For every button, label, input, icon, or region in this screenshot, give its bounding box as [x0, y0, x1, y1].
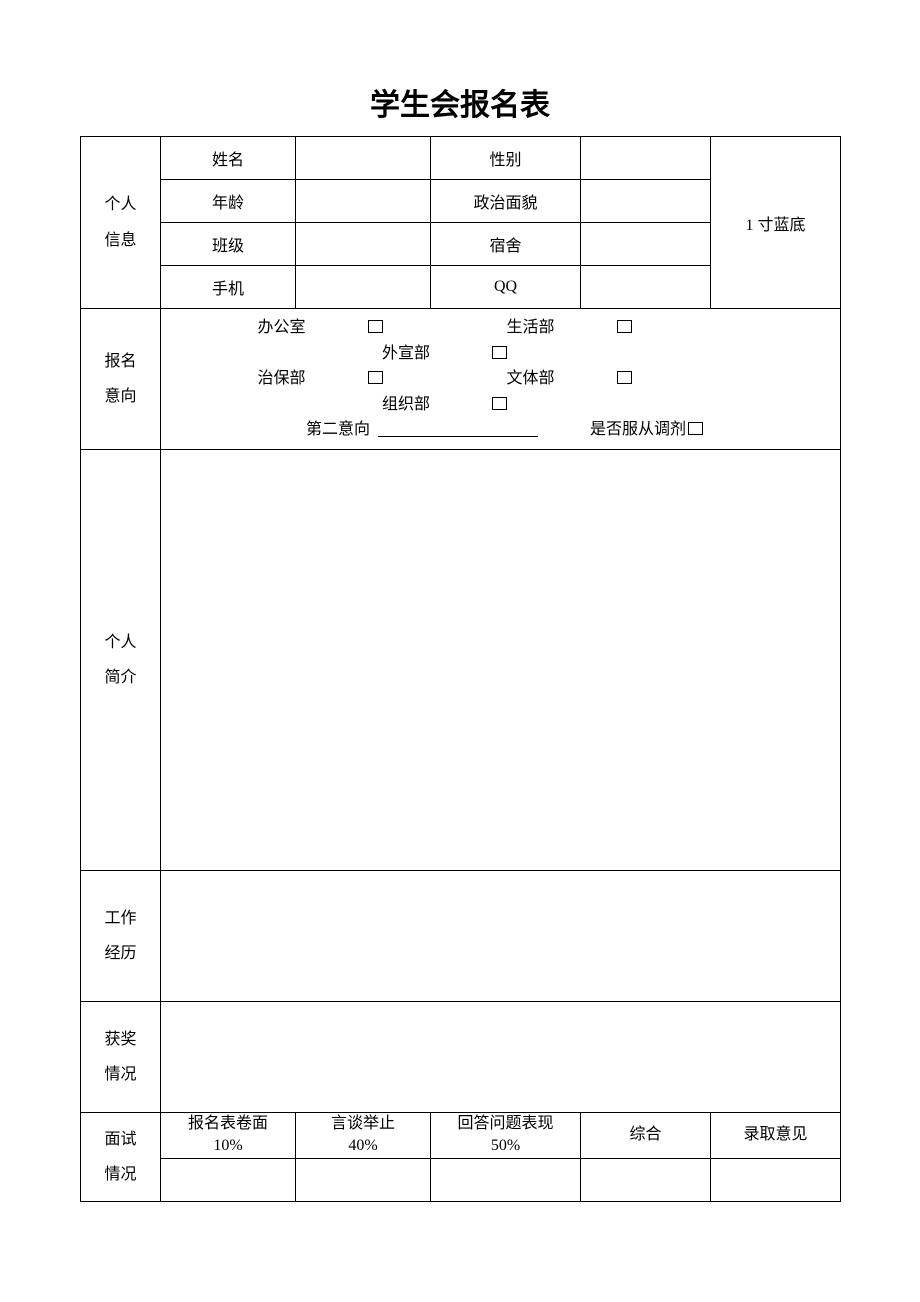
checkbox-security[interactable]: 治保部 — [257, 366, 442, 392]
checkbox-org[interactable]: 组织部 — [382, 392, 567, 418]
intent-row-2: 治保部 文体部 组织部 — [179, 366, 830, 417]
input-interview-decision[interactable] — [711, 1158, 841, 1201]
input-interview-overall[interactable] — [581, 1158, 711, 1201]
input-dorm[interactable] — [581, 223, 711, 266]
checkbox-accept-transfer[interactable]: 是否服从调剂 — [590, 421, 703, 438]
registration-table: 个人信息 姓名 性别 1 寸蓝底 年龄 政治面貌 班级 宿舍 手机 QQ 报 — [80, 136, 841, 1202]
input-age[interactable] — [296, 180, 431, 223]
input-phone[interactable] — [296, 266, 431, 309]
checkbox-publicity[interactable]: 外宣部 — [382, 341, 567, 367]
label-political: 政治面貌 — [431, 180, 581, 223]
input-class[interactable] — [296, 223, 431, 266]
label-name: 姓名 — [161, 137, 296, 180]
input-gender[interactable] — [581, 137, 711, 180]
section-intent: 报名意向 — [81, 309, 161, 450]
label-gender: 性别 — [431, 137, 581, 180]
label-age: 年龄 — [161, 180, 296, 223]
checkbox-life[interactable]: 生活部 — [507, 315, 692, 341]
input-interview-answer[interactable] — [431, 1158, 581, 1201]
section-work: 工作经历 — [81, 870, 161, 1001]
input-award[interactable] — [161, 1001, 841, 1112]
label-phone: 手机 — [161, 266, 296, 309]
section-interview: 面试情况 — [81, 1112, 161, 1201]
section-bio: 个人简介 — [81, 449, 161, 870]
interview-col-answer: 回答问题表现50% — [431, 1112, 581, 1158]
interview-col-overall: 综合 — [581, 1112, 711, 1158]
label-dorm: 宿舍 — [431, 223, 581, 266]
label-class: 班级 — [161, 223, 296, 266]
input-interview-manner[interactable] — [296, 1158, 431, 1201]
input-name[interactable] — [296, 137, 431, 180]
input-bio[interactable] — [161, 449, 841, 870]
input-work[interactable] — [161, 870, 841, 1001]
input-interview-form[interactable] — [161, 1158, 296, 1201]
label-qq: QQ — [431, 266, 581, 309]
checkbox-sports[interactable]: 文体部 — [507, 366, 692, 392]
section-personal-info: 个人信息 — [81, 137, 161, 309]
label-second-choice: 第二意向 — [306, 421, 370, 438]
intent-options[interactable]: 办公室 生活部 外宣部 治保部 文体部 组织部 第二意向 是否服从调剂 — [161, 309, 841, 450]
interview-col-decision: 录取意见 — [711, 1112, 841, 1158]
intent-row-3: 第二意向 是否服从调剂 — [179, 417, 830, 443]
intent-row-1: 办公室 生活部 外宣部 — [179, 315, 830, 366]
interview-col-form: 报名表卷面10% — [161, 1112, 296, 1158]
input-second-choice[interactable] — [378, 436, 538, 437]
section-award: 获奖情况 — [81, 1001, 161, 1112]
input-political[interactable] — [581, 180, 711, 223]
interview-col-manner: 言谈举止40% — [296, 1112, 431, 1158]
checkbox-office[interactable]: 办公室 — [257, 315, 442, 341]
page-title: 学生会报名表 — [80, 80, 840, 124]
photo-slot[interactable]: 1 寸蓝底 — [711, 137, 841, 309]
input-qq[interactable] — [581, 266, 711, 309]
